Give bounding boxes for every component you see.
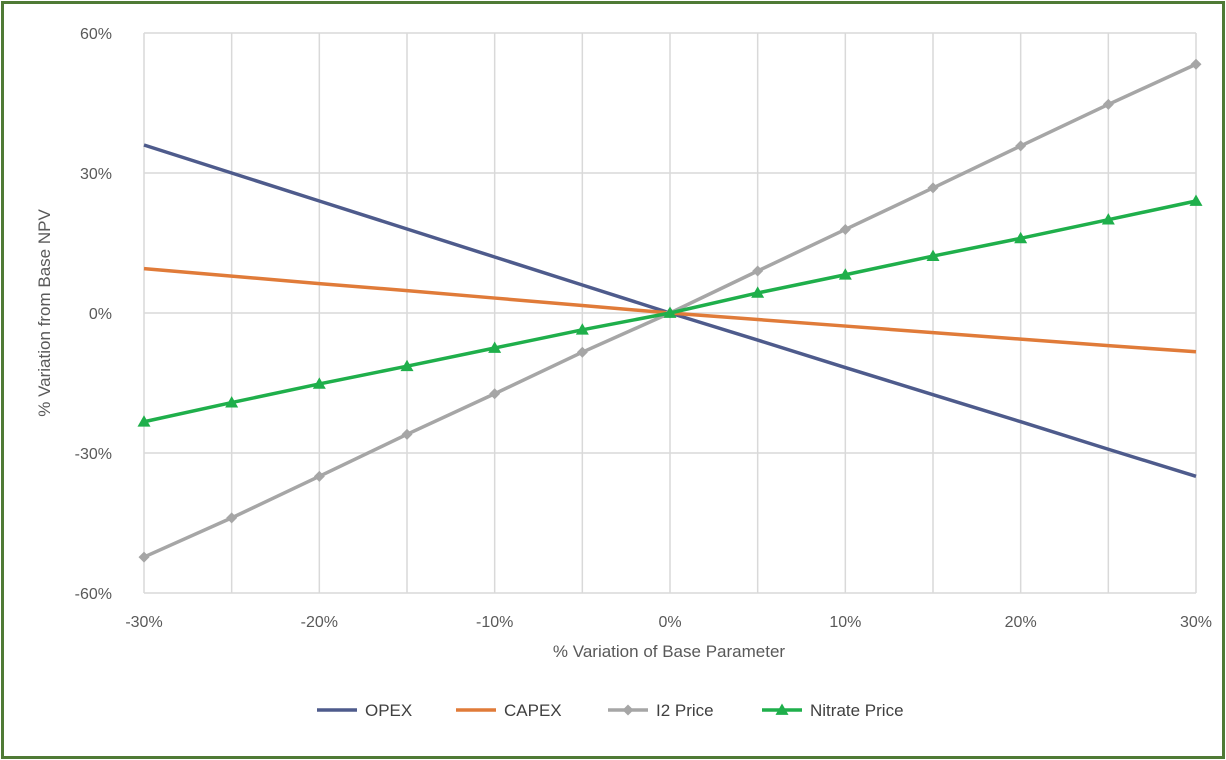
i2-price-point xyxy=(576,346,588,358)
nitrate-price-point xyxy=(225,396,239,408)
i2-price-point xyxy=(839,223,851,235)
nitrate-price-point xyxy=(488,341,502,353)
i2-price-point xyxy=(489,388,501,400)
i2-price-legend-label: I2 Price xyxy=(656,701,714,720)
x-tick-label: 20% xyxy=(1005,614,1037,631)
i2-price-point xyxy=(1190,58,1202,70)
i2-price-point xyxy=(752,265,764,277)
nitrate-price-point xyxy=(400,359,414,372)
series-layer xyxy=(137,58,1203,563)
i2-price-point xyxy=(401,428,413,440)
capex-legend-label: CAPEX xyxy=(504,701,562,720)
x-tick-label: 30% xyxy=(1180,614,1212,631)
legend-item-nitrate-price: Nitrate Price xyxy=(762,701,904,720)
y-tick-label: 60% xyxy=(80,26,112,43)
nitrate-price-point xyxy=(1014,231,1028,244)
y-tick-label: 30% xyxy=(80,166,112,183)
x-tick-label: -20% xyxy=(301,614,338,631)
grid xyxy=(143,32,1197,594)
i2-price-point xyxy=(313,470,325,482)
legend-item-opex: OPEX xyxy=(317,701,412,720)
i2-price-point xyxy=(927,182,939,194)
y-tick-label: -60% xyxy=(75,586,112,603)
i2-price-legend-marker xyxy=(622,704,634,716)
nitrate-price-point xyxy=(838,268,852,280)
tick-labels: -30% -20% -10% 0% 10% 20% 30% 60% 30% 0% -30% -60% xyxy=(75,26,1212,631)
x-tick-label: 0% xyxy=(658,614,681,631)
x-tick-label: -10% xyxy=(476,614,513,631)
nitrate-price-point xyxy=(926,249,940,261)
nitrate-price-point xyxy=(751,286,765,298)
nitrate-price-point xyxy=(137,415,151,427)
opex-legend-label: OPEX xyxy=(365,701,412,720)
y-tick-label: -30% xyxy=(75,446,112,463)
i2-price-point xyxy=(1015,140,1027,152)
x-axis-title: % Variation of Base Parameter xyxy=(553,642,785,661)
legend-item-capex: CAPEX xyxy=(456,701,562,720)
nitrate-price-legend-marker xyxy=(775,703,789,715)
i2-price-point xyxy=(1102,98,1114,110)
nitrate-price-legend-label: Nitrate Price xyxy=(810,701,904,720)
nitrate-price-point xyxy=(312,377,326,389)
i2-price-point xyxy=(138,551,150,563)
legend: OPEX CAPEX I2 Price Nitrate Price xyxy=(317,701,904,720)
i2-price-point xyxy=(226,512,238,524)
x-tick-label: 10% xyxy=(829,614,861,631)
nitrate-price-point xyxy=(1101,213,1115,225)
x-tick-label: -30% xyxy=(125,614,162,631)
y-tick-label: 0% xyxy=(89,306,112,323)
y-axis-title: % Variation from Base NPV xyxy=(35,209,54,417)
nitrate-price-point xyxy=(663,306,677,318)
series-nitrate-price xyxy=(137,194,1203,427)
legend-item-i2-price: I2 Price xyxy=(608,701,714,720)
nitrate-price-point xyxy=(1189,194,1203,206)
nitrate-price-point xyxy=(575,323,589,335)
